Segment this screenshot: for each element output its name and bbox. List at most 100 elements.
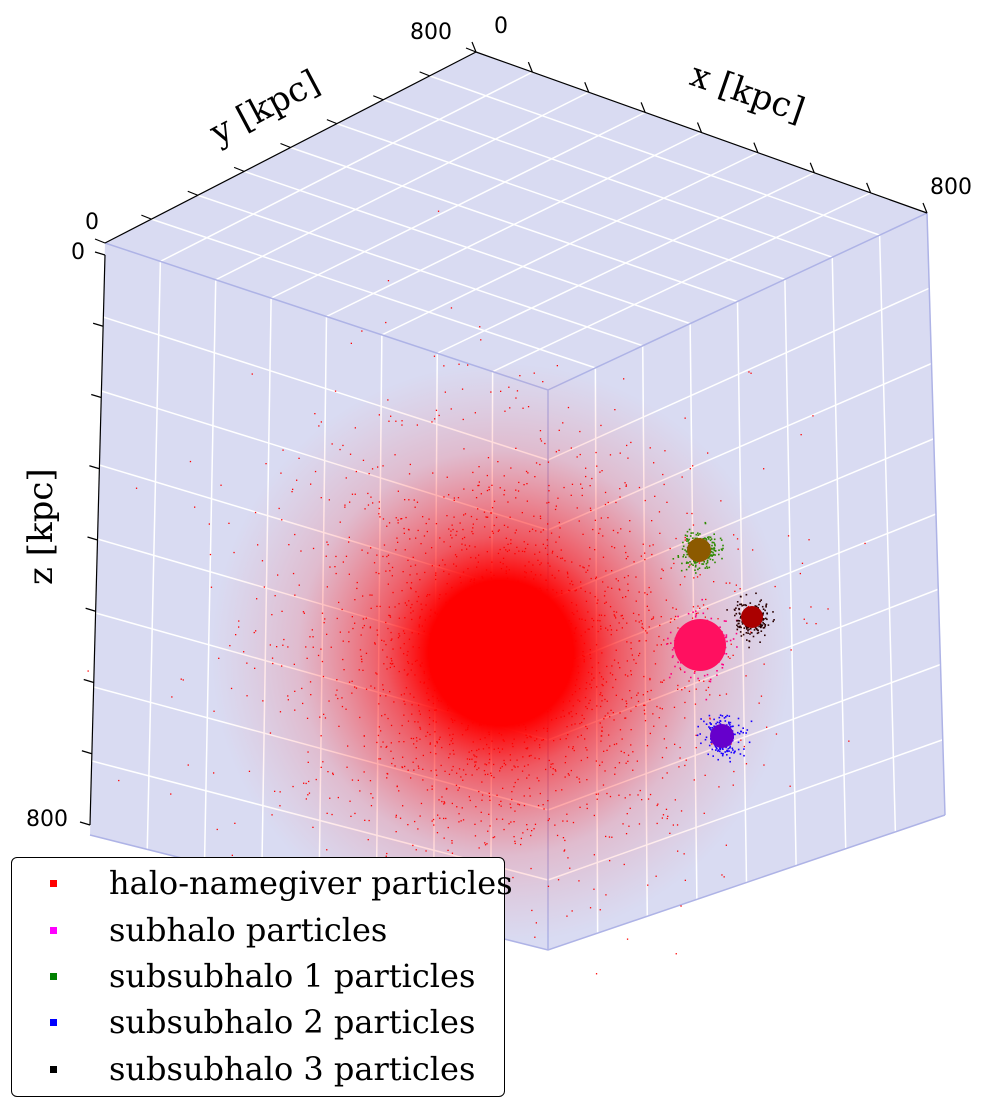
particle-point — [410, 669, 412, 671]
particle-point — [589, 653, 591, 656]
particle-point — [403, 532, 405, 534]
particle-point — [421, 608, 423, 611]
particle-point — [352, 627, 354, 630]
particle-point — [386, 668, 388, 670]
particle-point — [308, 780, 310, 783]
particle-point — [404, 765, 406, 768]
particle-point — [455, 534, 457, 536]
particle-point — [493, 763, 495, 766]
particle-point — [320, 648, 322, 650]
particle-point — [434, 745, 436, 747]
particle-point — [619, 488, 621, 490]
particle-point — [513, 714, 515, 716]
particle-point — [526, 748, 528, 750]
particle-point — [695, 564, 697, 567]
particle-point — [595, 793, 597, 795]
particle-point — [739, 603, 741, 606]
particle-point — [611, 836, 613, 838]
particle-point — [736, 604, 739, 607]
particle-point — [630, 710, 632, 712]
particle-point — [487, 717, 490, 719]
particle-point — [461, 543, 463, 545]
particle-point — [216, 828, 218, 831]
particle-point — [480, 339, 482, 341]
particle-point — [606, 792, 608, 795]
particle-point — [666, 772, 668, 774]
particle-point — [743, 754, 745, 757]
grid-line-top-b — [436, 172, 815, 354]
particle-point — [742, 727, 744, 729]
particle-point — [431, 421, 433, 423]
particle-point — [533, 578, 535, 580]
particle-point — [442, 635, 444, 638]
particle-point — [669, 547, 671, 550]
particle-point — [506, 550, 509, 553]
particle-point — [463, 705, 465, 707]
particle-point — [643, 675, 645, 678]
particle-point — [738, 612, 741, 614]
particle-point — [741, 623, 744, 625]
particle-point — [689, 535, 692, 537]
particle-point — [534, 574, 537, 576]
particle-point — [644, 713, 646, 715]
particle-point — [684, 687, 686, 689]
particle-point — [514, 710, 516, 713]
particle-point — [629, 794, 631, 796]
particle-point — [748, 371, 750, 373]
particle-point — [435, 709, 437, 711]
particle-point — [709, 727, 712, 729]
particle-point — [737, 724, 740, 727]
particle-point — [736, 624, 738, 627]
particle-point — [708, 714, 711, 717]
particle-point — [674, 799, 676, 801]
particle-point — [454, 719, 456, 722]
particle-point — [740, 626, 742, 629]
particle-point — [330, 646, 332, 648]
particle-point — [576, 776, 578, 778]
particle-point — [595, 644, 598, 646]
particle-point — [301, 687, 303, 690]
particle-point — [729, 760, 731, 763]
particle-point — [699, 607, 701, 609]
particle-point — [341, 608, 343, 611]
particle-point — [475, 497, 478, 499]
particle-point — [489, 713, 491, 715]
particle-point — [695, 747, 697, 749]
particle-point — [319, 716, 321, 718]
particle-point — [735, 632, 738, 635]
particle-point — [451, 738, 454, 740]
particle-point — [733, 752, 735, 754]
particle-point — [337, 796, 339, 799]
x-tick-label-800: 800 — [930, 175, 972, 200]
particle-point — [262, 700, 264, 702]
particle-point — [230, 687, 233, 690]
particle-point — [498, 732, 500, 734]
particle-point — [429, 615, 431, 617]
particle-point — [545, 768, 547, 771]
particle-point — [711, 541, 714, 544]
particle-point — [721, 874, 723, 876]
particle-point — [475, 761, 477, 763]
particle-point — [619, 589, 621, 591]
particle-point — [473, 607, 476, 609]
particle-point — [320, 735, 322, 737]
z-axis-tick — [89, 465, 100, 470]
particle-point — [354, 599, 356, 601]
particle-point — [708, 726, 710, 728]
particle-point — [374, 642, 376, 644]
particle-point — [732, 749, 734, 751]
particle-point — [478, 484, 480, 487]
particle-point — [715, 749, 717, 751]
particle-point — [580, 581, 582, 583]
particle-point — [739, 588, 741, 590]
particle-point — [604, 698, 606, 701]
particle-point — [703, 674, 706, 677]
particle-point — [756, 628, 758, 630]
particle-point — [418, 626, 420, 628]
particle-point — [385, 621, 387, 624]
particle-point — [647, 884, 649, 886]
particle-point — [567, 734, 569, 736]
z-axis-tick — [91, 393, 102, 399]
particle-point — [688, 690, 691, 692]
particle-point — [711, 544, 713, 547]
